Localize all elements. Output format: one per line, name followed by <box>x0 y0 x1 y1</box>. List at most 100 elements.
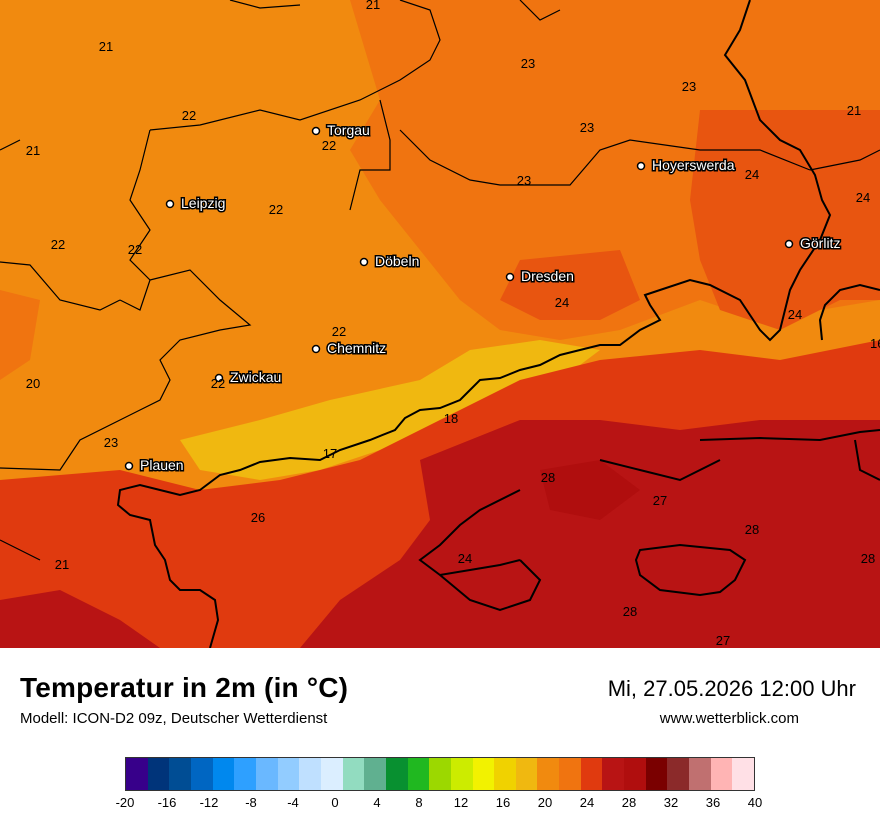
legend-swatch <box>342 758 365 790</box>
city-zwickau: Zwickau <box>214 368 283 387</box>
city-label: Chemnitz <box>327 340 386 356</box>
temp-value: 24 <box>458 551 472 566</box>
legend-tick-label: 16 <box>495 795 511 810</box>
legend-swatch <box>667 758 690 790</box>
state-border <box>116 0 880 648</box>
temp-value: 21 <box>55 557 69 572</box>
temp-field-28-sw <box>0 590 160 648</box>
color-scale-legend <box>125 757 755 791</box>
temp-value: 22 <box>269 202 283 217</box>
city-dot <box>359 257 369 267</box>
legend-swatch <box>147 758 170 790</box>
legend-swatch <box>364 758 386 790</box>
temp-field-22-24-west <box>0 290 40 380</box>
temp-value: 28 <box>541 470 555 485</box>
temp-value: 23 <box>580 120 594 135</box>
legend-tick-label: 28 <box>621 795 637 810</box>
temp-value: 20 <box>26 376 40 391</box>
city-dot <box>311 344 321 354</box>
temp-field-24-26-dresden <box>500 250 640 320</box>
city-label: Leipzig <box>181 195 225 211</box>
color-scale-ticks: -20 -16 -12 -8 -4 0 4 8 12 16 20 24 28 32 36 40 <box>116 795 763 815</box>
website-link[interactable]: www.wetterblick.com <box>659 710 799 727</box>
city-label: Torgau <box>327 122 370 138</box>
legend-tick-label: 4 <box>373 795 381 810</box>
city-label: Plauen <box>140 457 184 473</box>
legend-swatch <box>407 758 430 790</box>
city-label: Dresden <box>521 268 574 284</box>
legend-swatch <box>190 758 213 790</box>
legend-swatch <box>277 758 300 790</box>
temp-value: 24 <box>788 307 802 322</box>
city-dot <box>124 461 134 471</box>
legend-tick-label: 12 <box>453 795 469 810</box>
map-title: Temperatur in 2m (in °C) <box>20 672 349 703</box>
city-label: Döbeln <box>375 253 419 269</box>
city-chemnitz: Chemnitz <box>311 339 388 358</box>
legend-swatch <box>429 758 451 790</box>
temp-value: 17 <box>323 446 337 461</box>
temp-value: 27 <box>716 633 730 648</box>
temp-value: 22 <box>128 242 142 257</box>
city-dot <box>636 161 646 171</box>
city-label: Zwickau <box>230 369 281 385</box>
district-borders <box>0 0 880 561</box>
legend-swatch <box>320 758 343 790</box>
legend-swatch <box>385 758 408 790</box>
legend-swatch <box>169 758 191 790</box>
legend-tick-label: 8 <box>415 795 423 810</box>
city-dot <box>784 239 794 249</box>
temp-value: 23 <box>682 79 696 94</box>
legend-swatch <box>689 758 711 790</box>
legend-tick-label: 24 <box>579 795 595 810</box>
city-leipzig: Leipzig <box>165 194 227 213</box>
legend-swatch <box>645 758 668 790</box>
legend-swatch <box>212 758 235 790</box>
forecast-datetime: Mi, 27.05.2026 12:00 Uhr <box>607 676 856 701</box>
temp-field-28-plus <box>300 420 880 648</box>
temp-value: 28 <box>861 551 875 566</box>
temp-value: 22 <box>322 138 336 153</box>
legend-swatch <box>472 758 495 790</box>
legend-swatch <box>126 758 148 790</box>
city-label: Görlitz <box>800 235 840 251</box>
legend-tick-label: -4 <box>287 795 299 810</box>
legend-swatch <box>450 758 473 790</box>
legend-tick-label: -20 <box>115 795 135 810</box>
temp-value: 21 <box>99 39 113 54</box>
temp-value: 24 <box>856 190 870 205</box>
legend-tick-label: 36 <box>705 795 721 810</box>
temp-value: 22 <box>51 237 65 252</box>
city-torgau: Torgau <box>311 121 371 140</box>
temp-value: 16 <box>870 336 880 351</box>
temp-value: 21 <box>366 0 380 12</box>
legend-tick-label: 20 <box>537 795 553 810</box>
temp-field-30 <box>540 460 640 520</box>
legend-swatch <box>537 758 560 790</box>
temp-value: 18 <box>444 411 458 426</box>
legend-swatch <box>299 758 321 790</box>
temp-value: 24 <box>745 167 759 182</box>
legend-tick-label: 32 <box>663 795 679 810</box>
temp-field-16-18 <box>180 340 600 480</box>
legend-swatch <box>234 758 256 790</box>
city-dresden: Dresden <box>505 267 575 286</box>
legend-swatch <box>515 758 538 790</box>
legend-tick-label: -12 <box>199 795 219 810</box>
temp-value: 28 <box>623 604 637 619</box>
city-plauen: Plauen <box>124 456 185 475</box>
legend-swatch <box>710 758 733 790</box>
temp-value: 22 <box>211 376 225 391</box>
temperature-labels: 21 21 23 23 21 22 22 23 21 23 24 22 22 2… <box>26 0 880 648</box>
city-hoyerswerda: Hoyerswerda <box>636 156 736 175</box>
legend-swatch <box>602 758 625 790</box>
city-dot <box>505 272 515 282</box>
legend-swatch <box>255 758 278 790</box>
footer <box>0 648 880 830</box>
temp-value: 23 <box>521 56 535 71</box>
temp-value: 23 <box>104 435 118 450</box>
city-dot <box>214 373 224 383</box>
legend-swatch <box>494 758 516 790</box>
temp-value: 24 <box>555 295 569 310</box>
temp-value: 22 <box>182 108 196 123</box>
